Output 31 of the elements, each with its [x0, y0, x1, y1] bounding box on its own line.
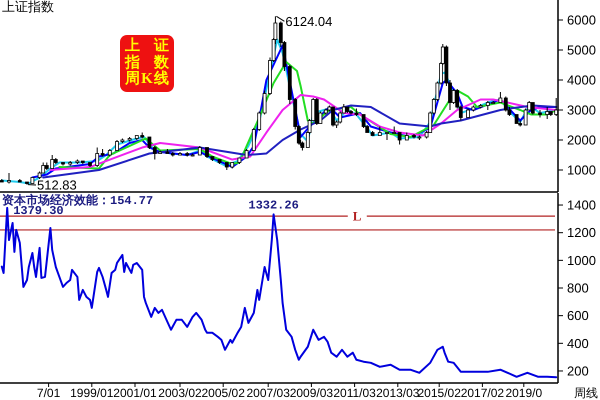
ytick-label: 1200 [567, 225, 596, 240]
ytick-label: 600 [567, 308, 589, 324]
ytick-label: 2000 [567, 132, 596, 148]
ytick-label: 800 [567, 280, 589, 296]
ytick-label: 6000 [567, 12, 596, 28]
xtick-label: 2003/02 [158, 386, 202, 400]
xtick-label: 2017/02 [460, 386, 504, 400]
xtick-label: 2007/03 [246, 386, 290, 400]
annotation: 上证指数周K线 [120, 35, 174, 92]
ytick-label: 1400 [567, 198, 596, 213]
xtick-label: 2015/02 [418, 386, 461, 400]
annotation: 1332.26 [248, 198, 299, 212]
xtick-label: 2019/0 [505, 386, 542, 400]
xtick-label: 2001/01 [113, 386, 157, 400]
ytick-label: 400 [567, 336, 589, 351]
xtick-label: 7/01 [36, 386, 60, 400]
ytick-label: 1000 [567, 162, 596, 178]
title: 上证指数 [2, 0, 54, 14]
annotation: 6124.04 [285, 14, 332, 29]
ytick-label: 3000 [567, 102, 596, 118]
annotation: 周线 [574, 386, 598, 400]
ytick-label: 4000 [567, 72, 596, 88]
xtick-label: 2009/03 [290, 386, 334, 400]
xtick-label: 1999/01 [70, 386, 114, 400]
xtick-label: 2005/02 [202, 386, 245, 400]
annotation: 512.83 [37, 178, 77, 192]
ytick-label: 1000 [567, 252, 596, 268]
xtick-label: 2011/03 [333, 386, 376, 400]
ytick-label: 5000 [567, 42, 596, 58]
xtick-label: 2013/03 [376, 386, 420, 400]
ytick-label: 200 [567, 363, 589, 378]
